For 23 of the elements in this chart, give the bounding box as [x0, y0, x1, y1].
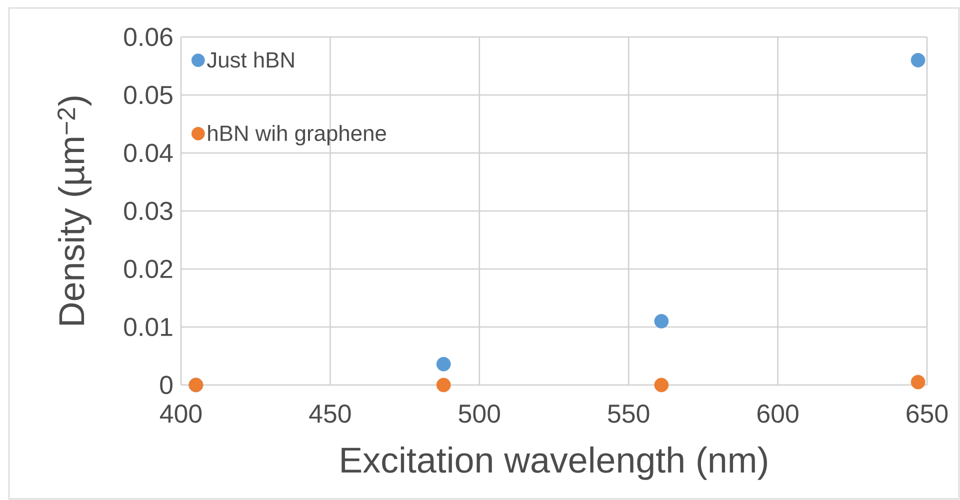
y-tick-label: 0.01: [124, 318, 172, 336]
x-tick-label: 550: [608, 404, 650, 423]
x-tick-label: 650: [906, 404, 948, 423]
y-tick-label: 0: [160, 376, 172, 394]
point: [436, 378, 451, 392]
point: [910, 52, 926, 68]
legend-label: hBN wih graphene: [208, 124, 386, 146]
legend-label: Just hBN: [206, 52, 294, 68]
point: [910, 374, 926, 390]
x-tick-label: 600: [758, 404, 798, 423]
point: [654, 378, 669, 392]
point: [654, 314, 669, 328]
y-tick-label: 0.06: [124, 28, 172, 46]
y-tick-label: 0.05: [124, 86, 172, 104]
x-tick-label: 400: [160, 404, 202, 423]
y-tick-label: 0.02: [124, 260, 172, 278]
x-tick-label: 500: [458, 404, 500, 423]
x-tick-label: 450: [309, 404, 351, 423]
point: [436, 356, 451, 372]
y-axis-title: Density (µm$^{−2}$): [58, 96, 92, 325]
y-tick-label: 0.04: [124, 144, 173, 162]
x-axis-title: Excitation wavelength (nm): [342, 446, 767, 480]
y-tick-label: 0.03: [124, 202, 172, 220]
